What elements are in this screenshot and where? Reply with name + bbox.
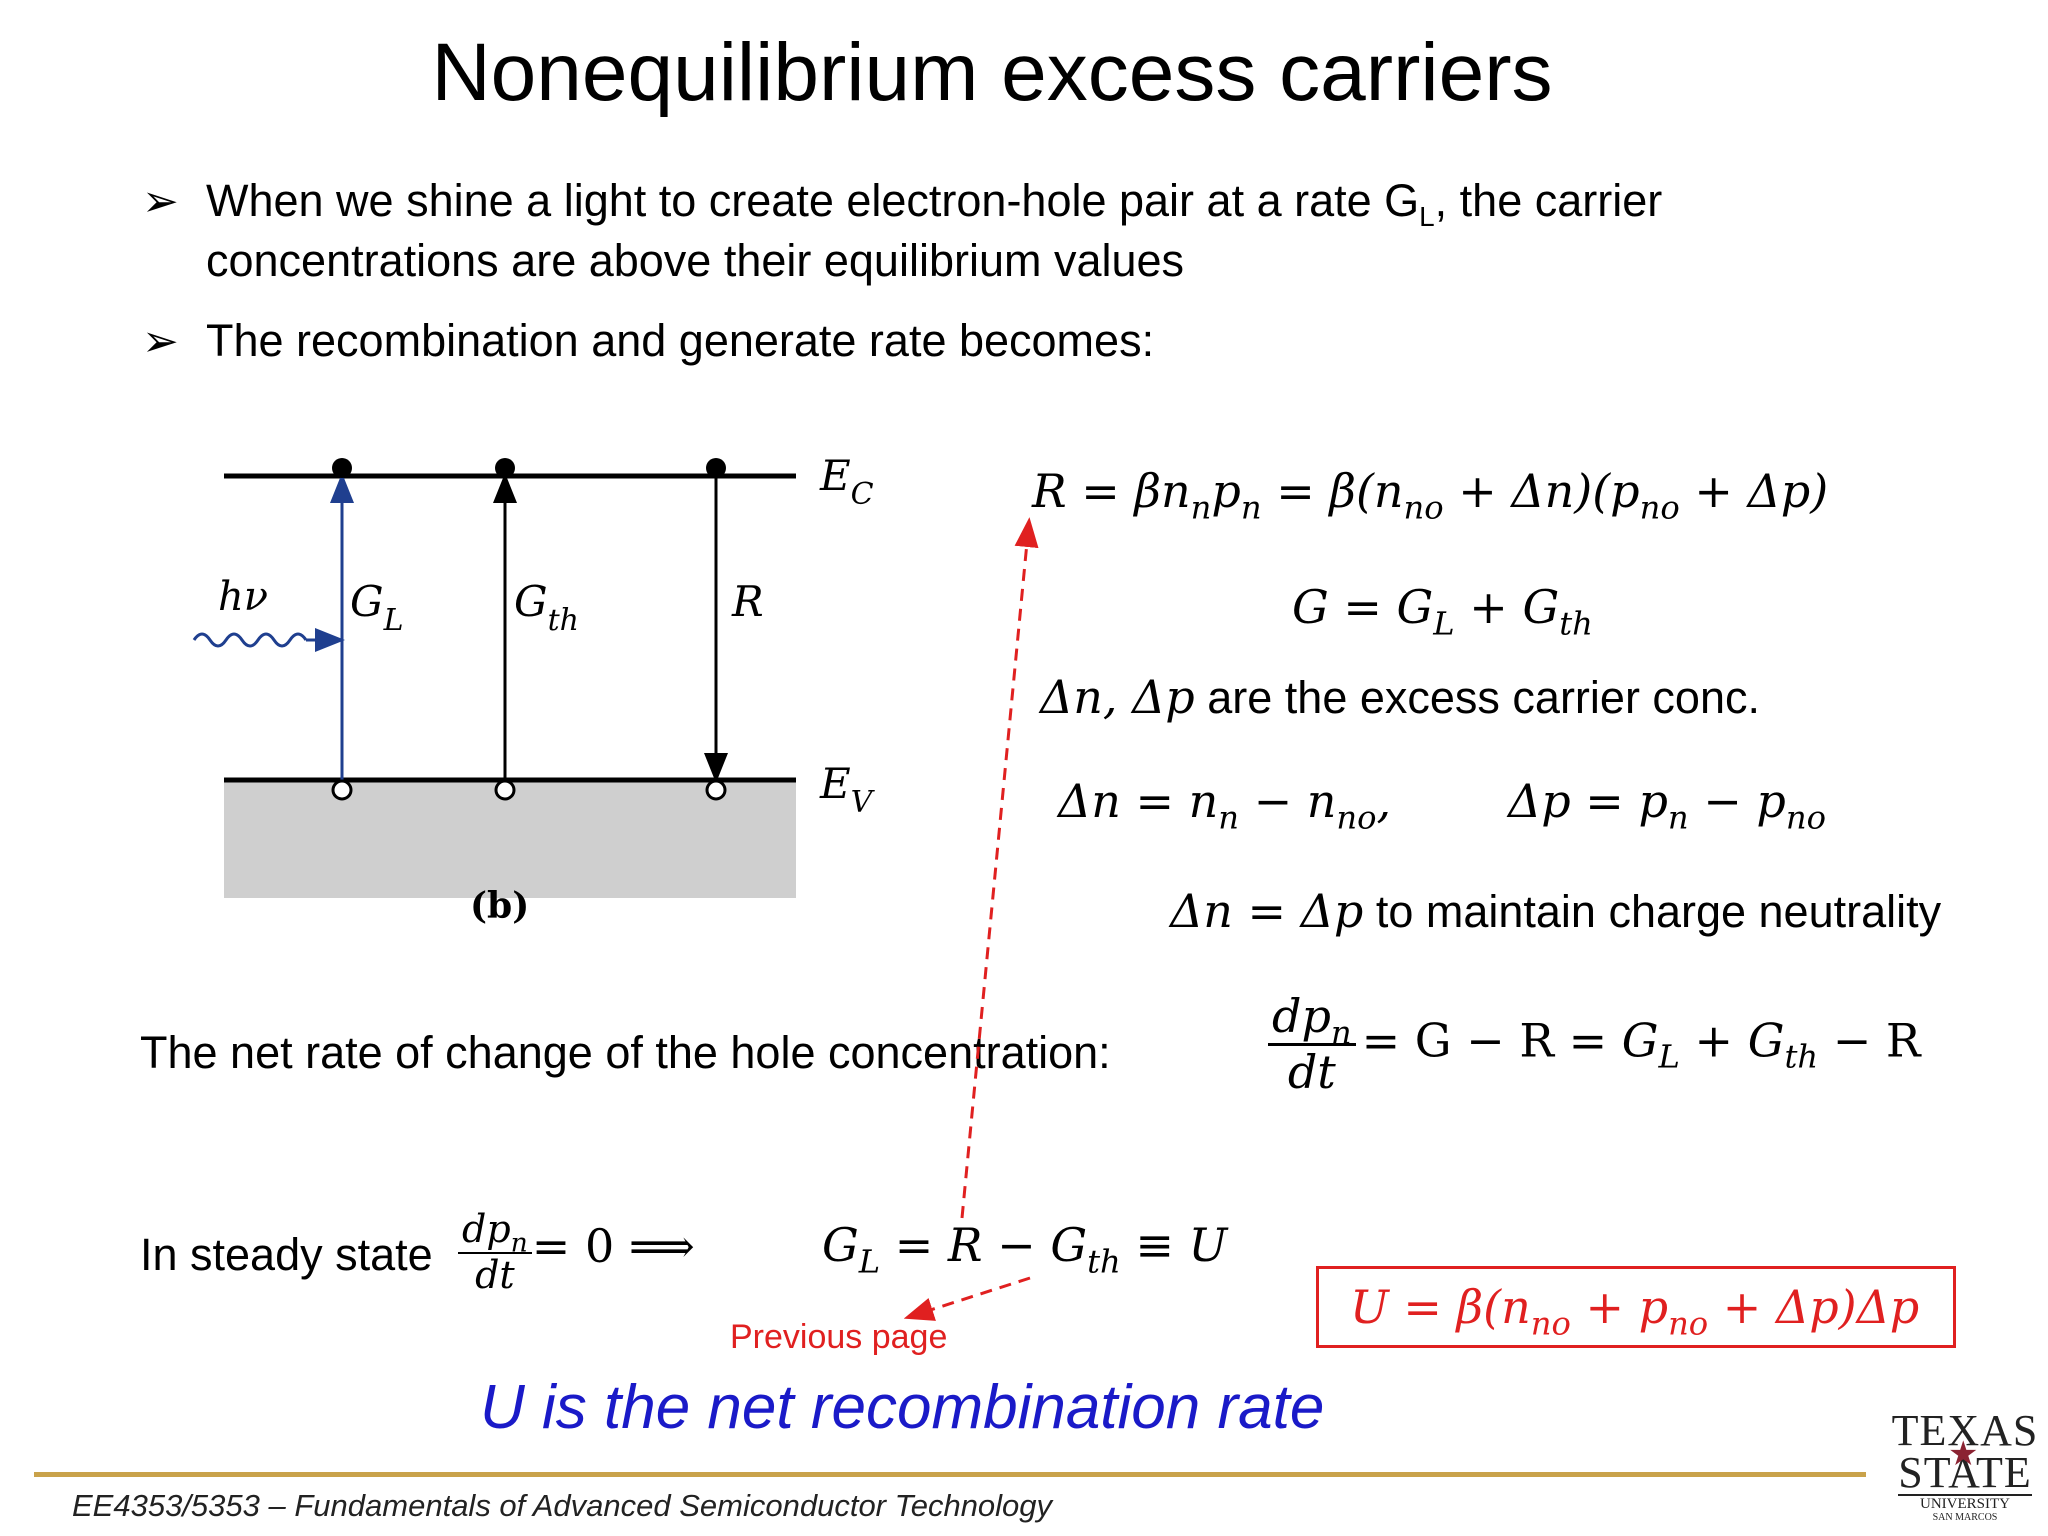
r-label: R (731, 577, 764, 626)
band-diagram: hν GL Gth R EC EV (b) (192, 451, 876, 927)
steady-state-text: In steady state (140, 1229, 433, 1280)
bullet-1-line-2: concentrations are above their equilibri… (206, 235, 1185, 286)
net-rate-text: The net rate of change of the hole conce… (140, 1027, 1111, 1078)
slide-title: Nonequilibrium excess carriers (431, 27, 1553, 118)
dashed-arrow-to-previous-page (903, 1276, 1031, 1321)
hole-circle (705, 779, 727, 801)
texas-state-logo: TEXAS STATE ★ UNIVERSITY SAN MARCOS (1891, 1406, 2039, 1524)
bullet-2-line-1: The recombination and generate rate beco… (206, 315, 1155, 366)
charge-neutrality-note: Δn = Δp to maintain charge neutrality (1170, 884, 1942, 938)
excess-carrier-note: Δn, Δp are the excess carrier conc. (1040, 670, 1760, 724)
electron-dot (495, 458, 515, 478)
net-recombination-statement: U is the net recombination rate (480, 1373, 1325, 1442)
steady-state-derivative: dpn dt = 0 ⟹ (458, 1207, 695, 1297)
gl-label: GL (350, 577, 403, 638)
ec-label: EC (819, 451, 874, 512)
ev-label: EV (819, 759, 876, 820)
star-icon: ★ (1948, 1436, 1980, 1473)
footer-course-text: EE4353/5353 – Fundamentals of Advanced S… (72, 1488, 1053, 1523)
dpn-dt-fraction: dpn dt (1268, 990, 1356, 1099)
hole-circle (494, 779, 516, 801)
u-equation: U = β(nno + pno + Δp)Δp (1350, 1280, 1920, 1343)
electron-dot (706, 458, 726, 478)
delta-n-equation: Δn = nn − nno, (1058, 774, 1392, 837)
bullet-1-line-1: When we shine a light to create electron… (206, 175, 1663, 232)
gth-label: Gth (514, 577, 579, 638)
valence-band-fill (224, 780, 796, 898)
steady-state-equation: GL = R − Gth ≡ U (822, 1218, 1228, 1281)
hv-label: hν (218, 574, 268, 620)
hole-circle (331, 779, 353, 801)
electron-dot (332, 458, 352, 478)
dashed-arrow-to-r-equation (960, 517, 1039, 1219)
bullet-arrow-icon: ➢ (142, 317, 179, 366)
generation-rate-equation: G = GL + Gth (1292, 580, 1593, 643)
diagram-caption: (b) (470, 885, 529, 927)
photon-wave (192, 632, 308, 648)
recombination-rate-equation: R = βnnpn = β(nno + Δn)(pno + Δp) (1032, 464, 1829, 527)
bullet-arrow-icon: ➢ (142, 177, 179, 226)
boxed-u-equation (1316, 1266, 1956, 1348)
footer-rule (34, 1472, 1866, 1477)
net-rate-equation: dpn dt = G − R = GL + Gth − R (1262, 990, 1921, 1099)
delta-p-equation: Δp = pn − pno (1508, 774, 1826, 837)
previous-page-label: Previous page (730, 1318, 948, 1356)
